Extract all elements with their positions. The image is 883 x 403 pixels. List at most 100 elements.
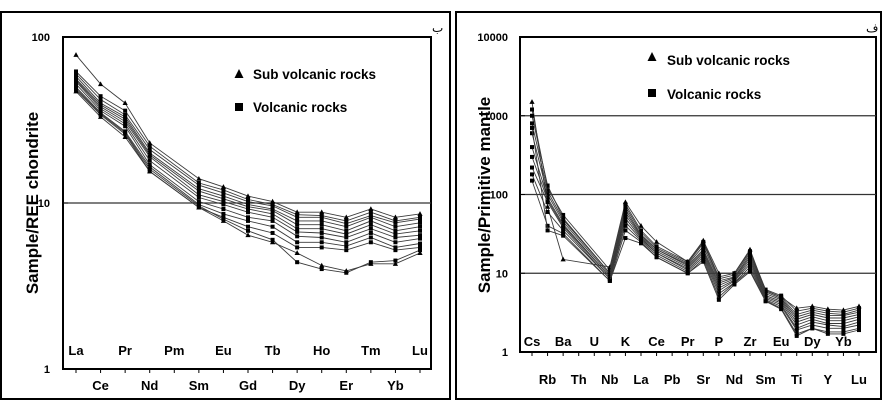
pm-series-8-point-y: [825, 326, 830, 331]
pm-x-tick-label-u: U: [590, 334, 599, 349]
pm-x-ticks: Cs Rb Ba Th U Nb K La Ce Pb Pr Sr P Nd Zr Sm Eu Ti Dy Y Yb Lu: [524, 334, 867, 387]
pm-series-3-point-rb: [545, 189, 550, 194]
pm-series-2-point-lu: [857, 308, 861, 313]
pm-y-tick-label-0: 10000: [477, 32, 508, 44]
ree-series-0-point-sm: [196, 175, 202, 181]
ree-series-4-point-pr: [123, 117, 128, 122]
pm-series-5-point-y: [825, 318, 830, 323]
ree-series-3: [74, 74, 422, 229]
pm-series-1-point-cs: [530, 107, 534, 112]
pm-series-9-point-ba: [561, 231, 566, 236]
pm-series-10-point-dy: [810, 326, 815, 331]
pm-series-4-point-cs: [530, 131, 534, 136]
pm-series-4-point-y: [825, 316, 830, 321]
ree-series-1-point-sm: [196, 180, 201, 185]
pm-series-10-point-yb: [841, 331, 846, 336]
ree-legend-triangle-marker: [234, 69, 244, 78]
pm-x-tick-label-ba: Ba: [555, 334, 572, 349]
ree-series-8-point-gd: [246, 218, 250, 223]
ree-series-11-point-tm: [368, 260, 373, 265]
pm-series-10-point-p: [716, 297, 721, 302]
pm-series-9-point-ti: [794, 331, 799, 336]
ree-series-4-line: [75, 78, 421, 232]
ree-series-2-point-nd: [147, 147, 152, 152]
ree-x-ticks: La Ce Pr Nd Pm Sm Eu Gd Tb Dy Ho Er Tm Yb Lu: [68, 343, 428, 393]
ree-series-2-point-eu: [221, 190, 226, 195]
pm-series-10-line: [531, 127, 860, 337]
pm-series-5-point-lu: [857, 314, 861, 319]
ree-series-6-point-tm: [368, 226, 373, 231]
pm-series-10-point-pr: [685, 271, 690, 276]
ree-series-1-point-gd: [246, 197, 250, 202]
pm-x-tick-label-ce: Ce: [648, 334, 665, 349]
pm-series-0-point-cs: [529, 99, 535, 104]
pm-x-tick-label-pr: Pr: [681, 334, 695, 349]
pm-series-10-point-eu: [779, 307, 784, 312]
pm-series-3-point-cs: [530, 121, 534, 126]
pm-series-3-point-yb: [841, 313, 846, 318]
pm-x-tick-label-rb: Rb: [539, 372, 556, 387]
pm-series-1-point-k: [623, 202, 628, 207]
ree-series-6-point-dy: [295, 229, 300, 234]
pm-series-1-point-rb: [545, 186, 550, 191]
ree-series-7-point-gd: [246, 215, 250, 220]
ree-series-2-point-tb: [270, 203, 275, 208]
pm-series-3-point-zr: [748, 253, 752, 258]
ree-series-8-point-lu: [418, 241, 422, 246]
pm-x-tick-label-sm: Sm: [755, 372, 775, 387]
ree-series-9-point-er: [344, 248, 349, 253]
ree-series-7-line: [75, 83, 421, 243]
pm-series-8-point-p: [716, 291, 721, 296]
ree-series-7-point-sm: [196, 199, 201, 204]
pm-series-2-point-k: [623, 204, 628, 209]
ree-x-tick-label-gd: Gd: [239, 378, 257, 393]
ree-series-10-point-lu: [417, 250, 423, 255]
pm-x-tick-label-zr: Zr: [744, 334, 757, 349]
ree-series-10-line: [75, 91, 421, 272]
ree-series-8-point-eu: [221, 211, 226, 216]
ree-x-tick-label-tm: Tm: [361, 343, 381, 358]
pm-series-3-point-ba: [561, 217, 566, 222]
pm-series-1-point-la: [639, 228, 643, 233]
ree-series-9-point-lu: [418, 245, 422, 250]
pm-series-5-point-yb: [841, 318, 846, 323]
ree-series-9-point-tm: [368, 240, 373, 245]
ree-series-4-point-gd: [246, 204, 250, 209]
ree-x-tick-label-sm: Sm: [189, 378, 209, 393]
ree-series-11-point-er: [344, 270, 349, 275]
ree-panel-border: [0, 11, 451, 400]
ree-series-4-point-eu: [221, 196, 226, 201]
ree-series-3-point-yb: [393, 224, 398, 229]
ree-series-6-line: [75, 81, 421, 238]
ree-series-3-point-gd: [246, 202, 250, 207]
ree-series-11-line: [75, 88, 421, 274]
pm-series-6-point-cs: [530, 154, 534, 159]
pm-corner-mark: ف: [866, 21, 878, 35]
ree-series-0-point-la: [73, 52, 79, 57]
ree-series-2-point-ce: [98, 97, 103, 102]
pm-series-7-point-k: [623, 219, 628, 224]
pm-series-10-point-ti: [794, 333, 799, 338]
pm-series-7-point-ba: [561, 225, 566, 230]
ree-series-5-point-yb: [393, 232, 398, 237]
pm-series-3-point-lu: [857, 310, 861, 315]
pm-series-4-point-yb: [841, 316, 846, 321]
pm-series-4-point-k: [623, 209, 628, 214]
ree-series-2-point-gd: [246, 199, 250, 204]
pm-series-2-point-ti: [794, 312, 799, 317]
pm-series-8-point-cs: [530, 172, 534, 177]
ree-series-0-point-yb: [392, 214, 399, 220]
ree-series-5-point-gd: [246, 207, 250, 212]
pm-series-9-point-rb: [545, 223, 550, 228]
pm-series-10: [530, 125, 861, 338]
ree-series-11-point-dy: [295, 260, 300, 265]
pm-series-6-point-yb: [841, 321, 846, 326]
ree-series-4-point-sm: [196, 189, 201, 194]
ree-series-5-point-sm: [196, 192, 201, 197]
pm-series-8-point-dy: [810, 323, 815, 328]
pm-series-6-line: [531, 156, 860, 326]
ree-series-0-point-lu: [417, 211, 423, 216]
ree-series-8-line: [75, 86, 421, 248]
ree-series-4-point-yb: [393, 228, 398, 233]
